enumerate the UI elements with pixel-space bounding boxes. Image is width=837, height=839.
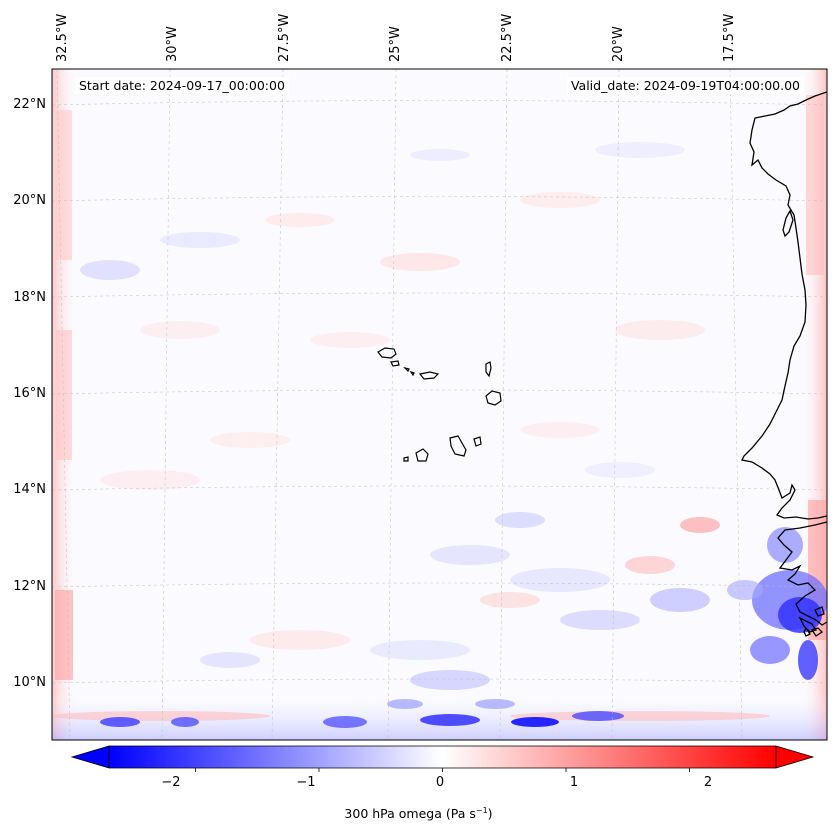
lat-label: 16°N (13, 386, 46, 401)
map-frame (51, 68, 828, 741)
lat-label: 18°N (13, 290, 46, 305)
colorbar-tick-label: 0 (435, 775, 445, 790)
lat-label: 20°N (13, 193, 46, 208)
lat-label: 22°N (13, 97, 46, 112)
colorbar-title-main: 300 hPa omega (Pa s (344, 806, 476, 822)
lat-label: 10°N (13, 675, 46, 690)
omega-field (52, 69, 827, 740)
valid-date-label: Valid_date: 2024-09-19T04:00:00.00 (566, 77, 804, 94)
lat-label: 12°N (13, 579, 46, 594)
lon-label: 27.5°W (277, 13, 292, 62)
lon-label: 20°W (611, 26, 626, 62)
colorbar-tick-label: −2 (161, 775, 181, 790)
lat-label: 14°N (13, 482, 46, 497)
colorbar-extend-max (775, 745, 815, 769)
lon-label: 30°W (165, 26, 180, 62)
colorbar-title-end: ) (487, 806, 493, 822)
colorbar (70, 745, 815, 772)
colorbar-tick-label: 1 (569, 775, 579, 790)
lon-label: 32.5°W (55, 13, 70, 62)
lon-label: 25°W (388, 26, 403, 62)
cape-verde-islands (377, 347, 502, 462)
lon-label: 22.5°W (500, 13, 515, 62)
colorbar-title: 300 hPa omega (Pa s−1) (0, 806, 837, 821)
lon-label: 17.5°W (722, 13, 737, 62)
start-date-label: Start date: 2024-09-17_00:00:00 (75, 77, 289, 94)
colorbar-tick-label: 2 (703, 775, 713, 790)
colorbar-tick-label: −1 (296, 775, 316, 790)
colorbar-title-exponent: −1 (475, 806, 488, 815)
colorbar-extend-min (70, 745, 110, 769)
african-coastline (741, 69, 827, 637)
gridlines (52, 69, 827, 740)
